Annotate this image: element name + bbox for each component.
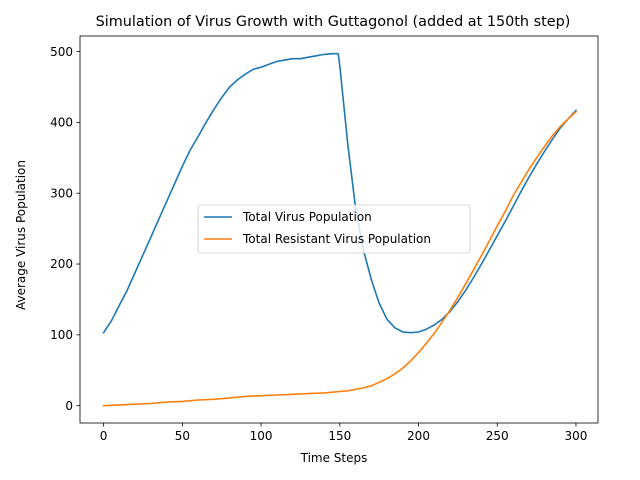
y-tick-label: 100	[50, 328, 73, 342]
x-tick-label: 250	[486, 429, 509, 443]
y-tick-label: 300	[50, 186, 73, 200]
y-axis: 0 100 200 300 400 500	[50, 45, 80, 413]
legend-label-2: Total Resistant Virus Population	[242, 232, 431, 246]
plot-area	[79, 35, 599, 424]
x-tick-label: 150	[328, 429, 351, 443]
series-line-2	[102, 110, 578, 407]
y-tick-label: 0	[65, 399, 73, 413]
legend: Total Virus Population Total Resistant Vi…	[197, 204, 471, 254]
x-tick-label: 300	[565, 429, 588, 443]
chart-title: Simulation of Virus Growth with Guttagon…	[96, 14, 571, 30]
x-tick-label: 200	[407, 429, 430, 443]
x-axis-title: Time Steps	[300, 451, 368, 465]
y-tick-label: 500	[50, 45, 73, 59]
legend-label-1: Total Virus Population	[242, 210, 372, 224]
x-tick-label: 50	[175, 429, 190, 443]
x-tick-label: 0	[100, 429, 108, 443]
legend-box	[197, 204, 471, 254]
y-tick-label: 200	[50, 257, 73, 271]
x-axis: 0 50 100 150 200 250 300	[100, 423, 588, 443]
y-axis-title: Average Virus Population	[14, 160, 28, 310]
y-tick-label: 400	[50, 116, 73, 130]
x-tick-label: 100	[250, 429, 273, 443]
series-line-1	[102, 52, 578, 334]
plot-frame	[79, 35, 599, 424]
